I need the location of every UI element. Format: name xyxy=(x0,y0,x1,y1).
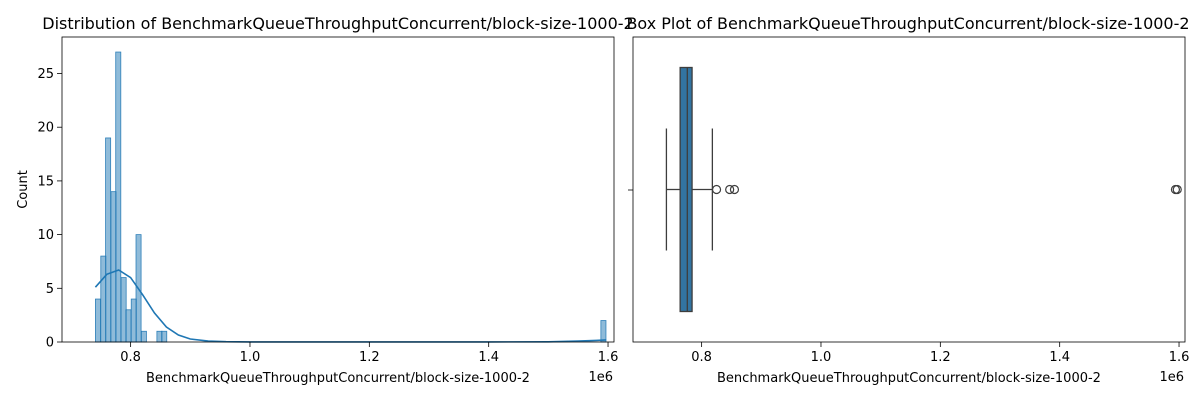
outlier-point xyxy=(1172,184,1182,195)
histogram-title: Distribution of BenchmarkQueueThroughput… xyxy=(42,14,633,33)
histogram-panel: Distribution of BenchmarkQueueThroughput… xyxy=(16,14,634,386)
histogram-bar xyxy=(105,137,112,343)
boxplot-panel: Box Plot of BenchmarkQueueThroughputConc… xyxy=(626,14,1189,386)
histogram-y-tick-label: 5 xyxy=(46,282,54,297)
histogram-bar xyxy=(95,298,101,343)
interquartile-box xyxy=(679,66,693,313)
histogram-bar xyxy=(110,191,117,343)
histogram-x-tick-label: 1.4 xyxy=(478,350,499,365)
histogram-bar xyxy=(600,320,607,343)
histogram-x-tick-label: 0.8 xyxy=(120,350,141,365)
histogram-y-tick-label: 0 xyxy=(46,336,54,351)
histogram-y-tick-label: 25 xyxy=(37,67,54,82)
histogram-x-tick-label: 1.2 xyxy=(359,350,380,365)
histogram-bar xyxy=(130,298,137,343)
boxplot-title: Box Plot of BenchmarkQueueThroughputConc… xyxy=(626,14,1189,33)
boxplot-x-tick-label: 0.8 xyxy=(691,350,712,365)
histogram-y-tick-label: 15 xyxy=(37,174,54,189)
boxplot-x-tick-label: 1.2 xyxy=(930,350,951,365)
boxplot-x-label: BenchmarkQueueThroughputConcurrent/block… xyxy=(717,371,1101,386)
histogram-bar xyxy=(115,51,122,343)
histogram-bar xyxy=(125,309,132,343)
histogram-bar xyxy=(120,277,127,343)
histogram-bar xyxy=(156,330,163,343)
boxplot-x-ticks: 0.8 1.0 1.2 1.4 1.6 xyxy=(691,342,1189,365)
histogram-x-label: BenchmarkQueueThroughputConcurrent/block… xyxy=(146,371,530,386)
boxplot-frame xyxy=(632,36,1186,343)
boxplot-x-tick-label: 1.0 xyxy=(811,350,832,365)
boxplot-x-tick-label: 1.6 xyxy=(1169,350,1190,365)
histogram-x-offset: 1e6 xyxy=(588,370,613,385)
boxplot-x-tick-label: 1.4 xyxy=(1049,350,1070,365)
outlier-point xyxy=(711,184,722,195)
histogram-x-tick-label: 1.6 xyxy=(598,350,619,365)
histogram-y-tick-label: 10 xyxy=(37,228,54,243)
histogram-bar xyxy=(100,255,107,343)
outlier-points xyxy=(711,184,1182,195)
histogram-y-tick-label: 20 xyxy=(37,121,54,136)
boxplot-x-offset: 1e6 xyxy=(1159,370,1184,385)
histogram-bar xyxy=(140,330,147,343)
histogram-y-label: Count xyxy=(16,170,31,209)
kde-curve xyxy=(94,269,607,343)
histogram-bars xyxy=(95,51,607,343)
histogram-bar xyxy=(161,330,168,343)
histogram-x-tick-label: 1.0 xyxy=(240,350,261,365)
histogram-x-ticks: 0.8 1.0 1.2 1.4 1.6 xyxy=(120,342,618,365)
outlier-point xyxy=(725,184,735,195)
histogram-y-ticks: 0 5 10 15 20 25 xyxy=(37,67,62,351)
outlier-point xyxy=(729,184,740,195)
histogram-frame xyxy=(61,36,615,343)
